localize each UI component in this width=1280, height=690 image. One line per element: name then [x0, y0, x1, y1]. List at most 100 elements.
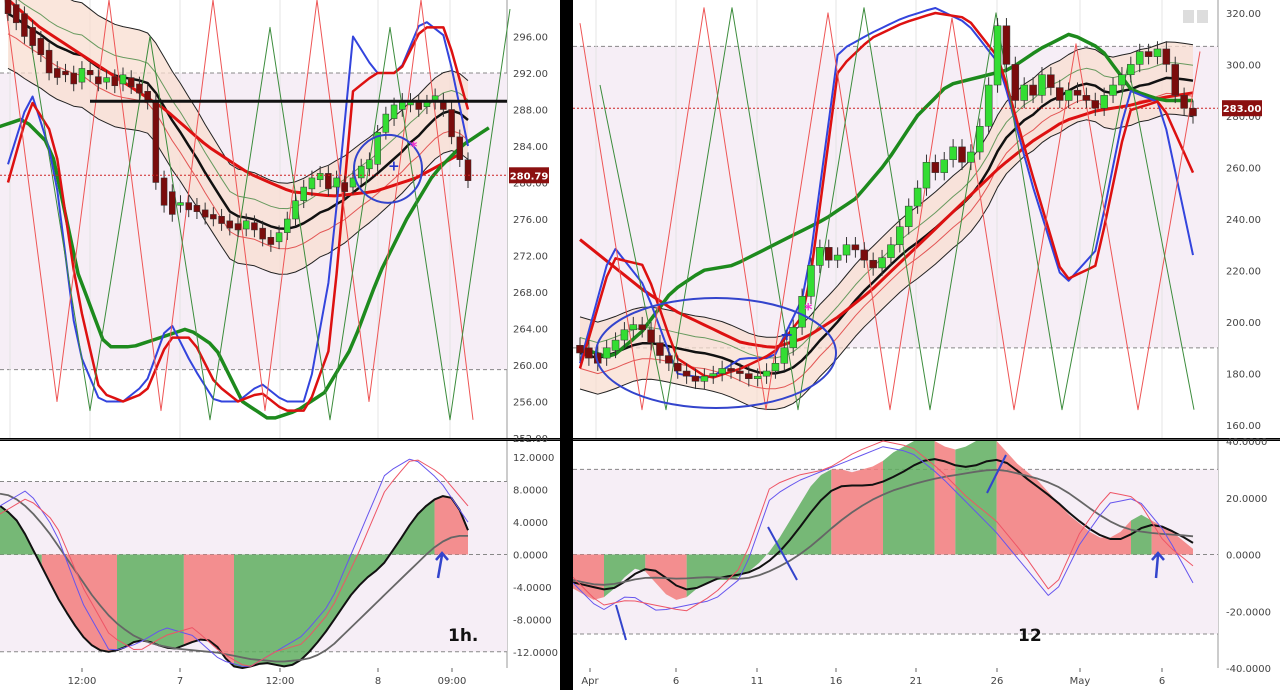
- lp-slow-red: [6, 0, 459, 198]
- lp-candle: [95, 76, 102, 85]
- lp-candle: [448, 109, 455, 138]
- rp-candle: [665, 355, 673, 364]
- rp-candle: [807, 265, 815, 297]
- lp-y-tick: 268.00: [513, 288, 548, 299]
- lp-candle: [86, 70, 94, 76]
- lo-fast-blue: [0, 458, 469, 667]
- lp-candle: [4, 0, 12, 14]
- lo-hist-segment: [41, 554, 117, 652]
- lp-candle: [136, 83, 143, 94]
- rp-y-tick: 260.00: [1226, 163, 1261, 174]
- lp-candle: [12, 4, 20, 24]
- ro-hist-segment: [955, 441, 997, 555]
- rp-candle: [1153, 48, 1162, 57]
- lo-y-tick: -12.0000: [513, 648, 558, 659]
- lo-x-tick: 12:00: [68, 676, 97, 687]
- lp-candle: [201, 209, 209, 218]
- lp-candle: [316, 173, 324, 181]
- rp-candle: [976, 125, 984, 153]
- ro-y-tick: -20.0000: [1226, 607, 1271, 618]
- lp-y-tick: 296.00: [513, 33, 548, 44]
- rp-candle: [1082, 95, 1091, 101]
- ro-x-tick: Apr: [581, 676, 599, 687]
- rp-candle: [1171, 64, 1179, 96]
- lp-candle: [284, 218, 291, 233]
- ro-hist-segment: [686, 469, 832, 598]
- rp-candle: [771, 363, 780, 372]
- ro-arrow-annotation: [1151, 551, 1165, 579]
- lp-candle: [341, 182, 349, 192]
- rp-candle: [762, 370, 771, 377]
- rp-candle: [638, 324, 646, 331]
- lo-x-tick: 7: [177, 676, 183, 687]
- lp-y-tick: 264.00: [513, 325, 548, 336]
- rp-candle: [958, 146, 966, 163]
- ro-x-tick: 16: [830, 676, 843, 687]
- lo-x-tick: 12:00: [266, 676, 295, 687]
- rp-candle: [896, 226, 904, 246]
- left-x-axis: [0, 668, 560, 690]
- ro-hist-segment: [934, 441, 956, 555]
- rp-envelope-lower: [579, 113, 1194, 410]
- lp-candle: [275, 232, 283, 243]
- rp-candle: [816, 247, 824, 266]
- lp-zigzag-green: [29, 9, 511, 421]
- rp-candle: [700, 375, 709, 382]
- rp-red-line: [578, 11, 1195, 379]
- lo-y-tick: 4.0000: [513, 518, 548, 529]
- rp-candle: [949, 146, 957, 160]
- lp-circle-annotation: [353, 133, 423, 204]
- rp-candle: [1127, 64, 1135, 75]
- rp-candle: [585, 347, 593, 359]
- lp-candle: [226, 220, 234, 229]
- rp-candle: [869, 259, 877, 269]
- rp-candle: [718, 368, 726, 374]
- rp-y-tick: 200.00: [1226, 318, 1261, 329]
- rp-candle: [1109, 84, 1117, 96]
- lp-y-tick: 280.00: [513, 179, 548, 190]
- lp-candle: [242, 220, 250, 230]
- lp-envelope-upper: [70, 0, 469, 184]
- rp-candle: [1189, 107, 1197, 117]
- rp-candle: [745, 373, 753, 379]
- rp-midline: [579, 76, 1194, 375]
- rp-ellipse-annotation: [595, 296, 837, 409]
- rp-candle: [833, 254, 842, 261]
- rp-candle: [1162, 48, 1171, 65]
- ro-slash-annotation: [986, 454, 1007, 494]
- lo-x-tick: 09:00: [438, 676, 467, 687]
- ro-x-tick: 6: [1159, 676, 1165, 687]
- lp-candle: [169, 191, 176, 215]
- rp-candle: [984, 84, 993, 127]
- rp-blue-marker: +: [780, 325, 793, 344]
- lp-green-line: [0, 117, 490, 420]
- rp-y-tick: 320.00: [1226, 9, 1261, 20]
- lp-candle: [111, 76, 119, 87]
- rp-inner-lower: [579, 92, 1194, 390]
- rp-candle: [691, 375, 700, 382]
- right-oscillator-panel-axis: [1218, 441, 1280, 668]
- rp-candle: [1180, 95, 1188, 109]
- right-price-panel-axis: [1218, 0, 1280, 438]
- lp-y-tick: 252.00: [513, 434, 548, 445]
- rp-candle: [673, 363, 682, 372]
- rp-y-tick: 280.00: [1226, 112, 1261, 123]
- lo-fast-red: [0, 459, 469, 667]
- chart-separator: [560, 0, 573, 690]
- lp-candle: [152, 100, 160, 183]
- lp-candle: [21, 13, 28, 37]
- lp-pink-marker: *: [410, 139, 418, 155]
- ro-hist-segment: [1131, 514, 1152, 555]
- lp-candle: [300, 186, 307, 201]
- lp-y-tick: 272.00: [513, 252, 548, 263]
- rp-candle: [753, 375, 762, 379]
- rp-y-tick: 180.00: [1226, 370, 1261, 381]
- lp-y-tick: 288.00: [513, 106, 548, 117]
- rp-candle: [1100, 95, 1108, 109]
- rp-y-tick: 160.00: [1226, 421, 1261, 432]
- lp-zigzag-red: [4, 0, 474, 420]
- rp-candle: [1047, 74, 1055, 88]
- rp-envelope-band: [580, 41, 1193, 410]
- lp-candle: [185, 202, 192, 211]
- lp-candle: [382, 113, 390, 133]
